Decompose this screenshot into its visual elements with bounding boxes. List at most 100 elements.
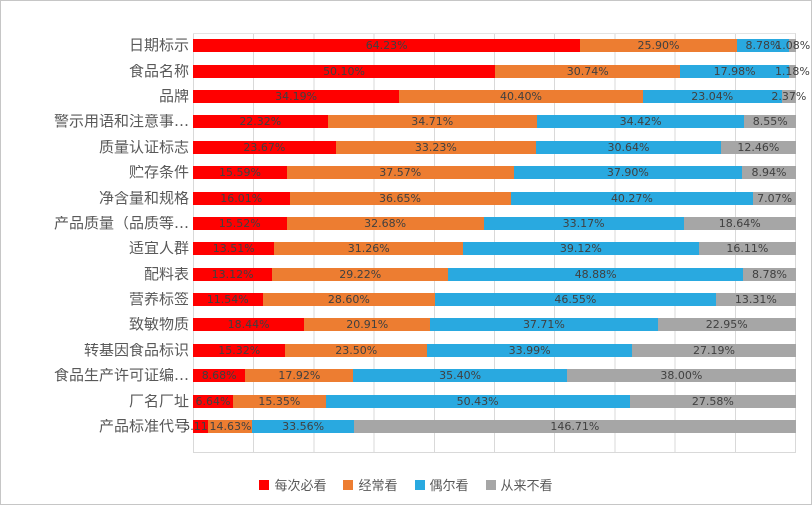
category-label: 贮存条件 (128, 165, 189, 181)
bar-segment-经常看: 14.63% (208, 420, 253, 434)
category-label: 质量认证标志 (98, 139, 189, 155)
bar-track: 13.12% 29.22% 48.88% 8.78% (193, 267, 796, 281)
value-label: 30.74% (566, 64, 609, 78)
value-label: 30.64% (607, 140, 650, 154)
legend-swatch-icon (414, 479, 425, 490)
value-label: 6.64% (195, 394, 231, 408)
bar-segment-偶尔看: 17.98% (680, 64, 789, 78)
bar-segment-从来不看: 27.19% (632, 343, 796, 357)
value-label: 37.71% (522, 318, 565, 332)
value-label: 8.78% (745, 39, 781, 53)
bar-segment-经常看: 23.50% (285, 343, 428, 357)
bar-row: 贮存条件 15.59% 37.57% 37.90% 8.94% (1, 160, 811, 185)
bar-row: 质量认证标志 23.67% 33.23% 30.64% 12.46% (1, 135, 811, 160)
value-label: 25.90% (637, 39, 680, 53)
legend-swatch-icon (343, 479, 354, 490)
bar-segment-偶尔看: 33.56% (252, 420, 354, 434)
category-label: 产品标准代号 (98, 419, 189, 435)
bar-track: 50.10% 30.74% 17.98% 1.18% (193, 64, 810, 78)
bar-segment-经常看: 25.90% (580, 39, 737, 53)
plot-area: 日期标示 64.23% 25.90% 8.78% 1.08% 食品名称 50.10% 30.7… (1, 31, 811, 453)
value-label: 146.71% (550, 420, 600, 434)
bar-segment-偶尔看: 50.43% (325, 394, 630, 408)
value-label: 8.78% (752, 267, 787, 281)
value-label: 28.60% (327, 293, 370, 307)
value-label: 13.51% (212, 242, 255, 256)
value-label: 16.01% (220, 191, 263, 205)
value-label: 38.00% (660, 369, 703, 383)
bar-row: 品牌 34.19% 40.40% 23.04% 2.37% (1, 84, 811, 109)
bar-row: 转基因食品标识 15.32% 23.50% 33.99% 27.19% (1, 338, 811, 363)
value-label: 34.19% (275, 89, 318, 103)
bar-segment-偶尔看: 33.17% (483, 216, 684, 230)
bar-segment-每次必看: 15.32% (193, 343, 286, 357)
bar-segment-经常看: 28.60% (262, 293, 436, 307)
value-label: 50.43% (456, 394, 499, 408)
bar-segment-每次必看: 5.11% (183, 420, 218, 434)
bar-segment-经常看: 29.22% (272, 267, 449, 281)
bar-segment-经常看: 34.71% (327, 115, 537, 129)
value-label: 33.99% (508, 343, 551, 357)
legend-swatch-icon (259, 479, 270, 490)
value-label: 15.35% (258, 394, 301, 408)
category-label: 品牌 (158, 88, 189, 104)
bar-segment-每次必看: 34.19% (193, 89, 400, 103)
bar-segment-每次必看: 64.23% (193, 39, 581, 53)
value-label: 46.55% (554, 293, 597, 307)
value-label: 37.90% (606, 166, 649, 180)
bar-segment-从来不看: 12.46% (720, 140, 796, 154)
category-label: 营养标签 (128, 292, 189, 308)
bar-row: 食品生产许可证编… 8.68% 17.92% 35.40% 38.00% (1, 363, 811, 388)
bar-segment-每次必看: 15.52% (193, 216, 287, 230)
bar-segment-偶尔看: 33.99% (427, 343, 633, 357)
bar-rows: 日期标示 64.23% 25.90% 8.78% 1.08% 食品名称 50.10% 30.7… (1, 33, 811, 439)
bar-segment-每次必看: 11.54% (193, 293, 263, 307)
category-label: 适宜人群 (128, 241, 189, 257)
bar-segment-从来不看: 8.55% (744, 115, 796, 129)
category-label: 致敏物质 (128, 317, 189, 333)
bar-segment-偶尔看: 40.27% (510, 191, 754, 205)
value-label: 20.91% (346, 318, 389, 332)
category-label: 食品生产许可证编… (53, 368, 189, 384)
bar-segment-从来不看: 1.18% (775, 64, 810, 78)
bar-segment-偶尔看: 23.04% (642, 89, 782, 103)
bar-track: 15.32% 23.50% 33.99% 27.19% (193, 343, 796, 357)
value-label: 32.68% (364, 216, 407, 230)
bar-row: 产品质量（品质等… 15.52% 32.68% 33.17% 18.64% (1, 211, 811, 236)
bar-segment-每次必看: 8.68% (193, 369, 246, 383)
bar-track: 6.64% 15.35% 50.43% 27.58% (193, 394, 796, 408)
bar-row: 净含量和规格 16.01% 36.65% 40.27% 7.07% (1, 185, 811, 210)
bar-segment-经常看: 36.65% (289, 191, 511, 205)
value-label: 18.44% (227, 318, 270, 332)
legend: 每次必看 经常看 偶尔看 从来不看 (1, 475, 811, 494)
bar-segment-每次必看: 15.59% (193, 166, 287, 180)
bar-row: 营养标签 11.54% 28.60% 46.55% 13.31% (1, 287, 811, 312)
value-label: 37.57% (379, 166, 422, 180)
bar-segment-偶尔看: 37.71% (430, 318, 658, 332)
bar-segment-每次必看: 50.10% (193, 64, 496, 78)
bar-track: 11.54% 28.60% 46.55% 13.31% (193, 293, 796, 307)
value-label: 29.22% (339, 267, 382, 281)
value-label: 11.54% (206, 293, 249, 307)
bar-track: 34.19% 40.40% 23.04% 2.37% (193, 89, 806, 103)
value-label: 50.10% (323, 64, 366, 78)
value-label: 8.55% (752, 115, 788, 129)
bar-segment-每次必看: 23.67% (193, 140, 336, 154)
value-label: 27.58% (691, 394, 734, 408)
value-label: 23.67% (243, 140, 286, 154)
bar-segment-从来不看: 27.58% (629, 394, 796, 408)
value-label: 22.95% (705, 318, 748, 332)
bar-track: 16.01% 36.65% 40.27% 7.07% (193, 191, 796, 205)
bar-segment-从来不看: 16.11% (698, 242, 796, 256)
bar-segment-偶尔看: 30.64% (536, 140, 721, 154)
value-label: 14.63% (209, 420, 252, 434)
value-label: 23.50% (335, 343, 378, 357)
legend-item-经常看: 经常看 (343, 475, 398, 494)
legend-item-每次必看: 每次必看 (259, 475, 326, 494)
bar-row: 致敏物质 18.44% 20.91% 37.71% 22.95% (1, 312, 811, 337)
bar-row: 日期标示 64.23% 25.90% 8.78% 1.08% (1, 33, 811, 58)
legend-item-偶尔看: 偶尔看 (414, 475, 469, 494)
bar-segment-从来不看: 8.78% (743, 267, 796, 281)
value-label: 23.04% (691, 89, 734, 103)
bar-track: 22.32% 34.71% 34.42% 8.55% (193, 115, 796, 129)
